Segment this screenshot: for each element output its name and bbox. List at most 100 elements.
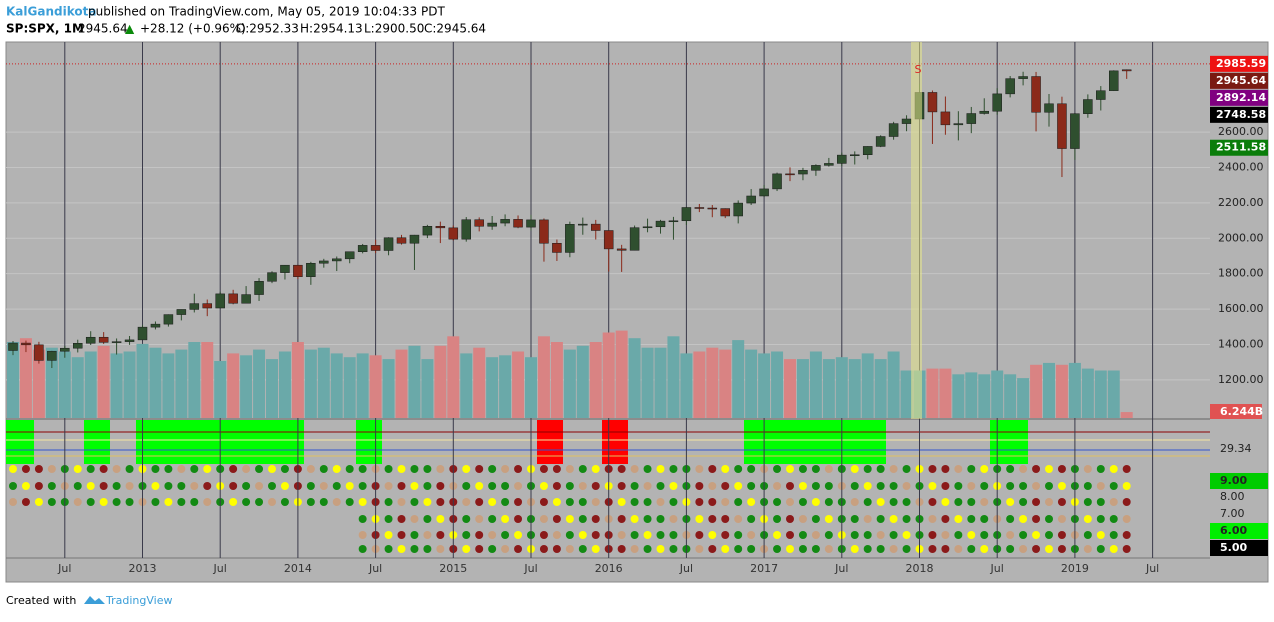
indicator-dot — [669, 498, 678, 506]
indicator-dot — [397, 531, 406, 539]
candle-body — [8, 342, 18, 351]
indicator-dot — [941, 482, 950, 490]
indicator-dot — [1096, 531, 1105, 539]
indicator-dot — [1122, 515, 1131, 523]
indicator-dot — [358, 482, 367, 490]
candle-body — [875, 136, 886, 147]
panel-label: 9.00 — [1220, 474, 1247, 487]
highlight-band — [911, 42, 922, 419]
indicator-dot — [501, 531, 510, 539]
indicator-dot — [734, 482, 743, 490]
indicator-dot — [229, 498, 238, 506]
volume-bar — [512, 351, 525, 418]
indicator-dot — [1057, 545, 1066, 553]
price-label-bg — [1210, 72, 1268, 89]
indicator-dot — [552, 482, 561, 490]
indicator-dot — [824, 482, 833, 490]
volume-bar — [1068, 362, 1081, 418]
author[interactable]: KalGandikota — [6, 5, 96, 19]
candle-body — [98, 336, 109, 343]
candle-body — [513, 219, 523, 228]
indicator-dot — [488, 498, 497, 506]
indicator-dot — [190, 465, 199, 473]
indicator-dot — [1109, 515, 1118, 523]
indicator-dot — [255, 465, 264, 473]
volume-bar — [19, 338, 32, 418]
indicator-dot — [514, 482, 523, 490]
volume-bar — [304, 349, 317, 418]
y-tick-label: 2000.00 — [1218, 231, 1264, 244]
indicator-dot — [358, 498, 367, 506]
indicator-dot — [1109, 545, 1118, 553]
indicator-dot — [786, 515, 794, 523]
indicator-dot — [824, 531, 833, 539]
indicator-dot — [980, 465, 989, 473]
indicator-dot — [643, 498, 652, 506]
indicator-dot — [358, 515, 367, 523]
indicator-dot — [397, 482, 406, 490]
candle-body — [707, 207, 718, 210]
indicator-dot — [798, 545, 807, 553]
indicator-dot — [850, 498, 859, 506]
volume-bar — [317, 347, 330, 418]
indicator-dot — [1122, 545, 1131, 553]
indicator-dot — [177, 498, 186, 506]
indicator-dot — [1122, 531, 1131, 539]
indicator-dot — [73, 465, 82, 473]
indicator-dot — [721, 498, 730, 506]
indicator-dot — [423, 498, 432, 506]
indicator-dot — [708, 545, 717, 553]
indicator-dot — [488, 482, 497, 490]
indicator-dot — [1083, 498, 1092, 506]
volume-bar — [369, 355, 382, 418]
indicator-dot — [1006, 498, 1015, 506]
candle-body — [966, 113, 977, 124]
indicator-dot — [410, 545, 419, 553]
indicator-dot — [384, 465, 393, 473]
candle-body — [681, 207, 692, 222]
indicator-dot — [578, 545, 587, 553]
indicator-dot — [954, 515, 963, 523]
x-tick-label: Jul — [523, 562, 537, 575]
volume-bar — [149, 347, 162, 418]
indicator-dot — [565, 482, 574, 490]
candle-body — [396, 237, 407, 244]
indicator-dot — [86, 465, 95, 473]
indicator-dot — [591, 531, 600, 539]
candle-body — [202, 303, 212, 309]
indicator-dot — [1109, 465, 1118, 473]
indicator-dot — [280, 482, 289, 490]
indicator-dot — [630, 498, 639, 506]
candle-body — [668, 220, 679, 223]
indicator-dot — [475, 482, 484, 490]
indicator-dot — [954, 465, 963, 473]
candle-body — [785, 173, 795, 176]
indicator-dot — [436, 515, 445, 523]
indicator-dot — [876, 531, 885, 539]
indicator-dot — [306, 465, 315, 473]
volume-bar — [654, 347, 667, 418]
indicator-dot — [941, 498, 950, 506]
volume-bar — [576, 345, 589, 418]
price-label: 2511.58 — [1216, 141, 1266, 154]
indicator-dot — [475, 515, 484, 523]
indicator-dot — [902, 545, 911, 553]
indicator-dot — [1083, 465, 1092, 473]
panel-label: 5.00 — [1220, 541, 1247, 554]
indicator-dot — [773, 465, 782, 473]
x-tick-label: Jul — [1145, 562, 1159, 575]
volume-bar — [266, 359, 278, 418]
footer-brand[interactable]: TradingView — [105, 594, 172, 607]
volume-bar — [1094, 370, 1107, 418]
candle-body — [111, 341, 122, 343]
indicator-dot — [967, 465, 976, 473]
panel-label: 6.00 — [1220, 524, 1247, 537]
indicator-dot — [475, 545, 484, 553]
indicator-dot — [630, 531, 639, 539]
candle-body — [461, 219, 471, 240]
indicator-dot — [242, 498, 251, 506]
indicator-dot — [863, 465, 872, 473]
x-tick-label: Jul — [679, 562, 693, 575]
indicator-dot — [967, 531, 976, 539]
indicator-dot — [242, 482, 251, 490]
